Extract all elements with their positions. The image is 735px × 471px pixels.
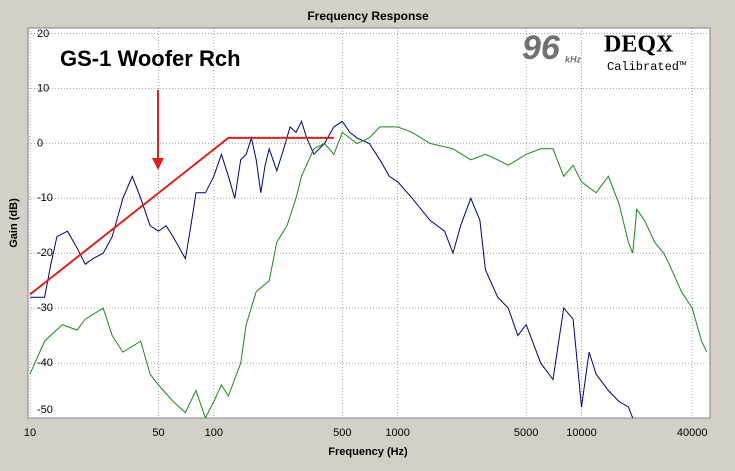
y-tick-label: -50 bbox=[37, 404, 53, 416]
y-tick-label: 10 bbox=[37, 82, 49, 94]
annotation: GS-1 Woofer Rch bbox=[60, 46, 241, 71]
y-tick-label: -40 bbox=[37, 357, 53, 369]
arrow-head bbox=[152, 158, 164, 170]
x-tick-label: 40000 bbox=[677, 427, 708, 439]
plot-area bbox=[27, 27, 711, 419]
logo-unit: kHz bbox=[565, 54, 582, 64]
y-axis-label: Gain (dB) bbox=[8, 198, 20, 248]
series-line bbox=[30, 120, 634, 418]
grid bbox=[28, 28, 710, 419]
x-tick-label: 5000 bbox=[514, 427, 538, 439]
x-tick-label: 100 bbox=[205, 427, 223, 439]
x-axis-label: Frequency (Hz) bbox=[328, 446, 408, 458]
y-tick-label: -30 bbox=[37, 302, 53, 314]
logo-brand: DEQX bbox=[604, 32, 674, 58]
target-line bbox=[29, 136, 334, 296]
chart-title: Frequency Response bbox=[307, 9, 429, 23]
y-tick-label: -10 bbox=[37, 192, 53, 204]
y-tick-label: -20 bbox=[37, 247, 53, 259]
x-tick-label: 1000 bbox=[385, 427, 409, 439]
lines bbox=[29, 120, 708, 418]
x-tick-label: 500 bbox=[333, 427, 351, 439]
x-tick-label: 10 bbox=[24, 427, 36, 439]
logo-rate: 96 bbox=[522, 29, 561, 67]
x-tick-label: 10000 bbox=[566, 427, 597, 439]
logo-tag: Calibrated™ bbox=[607, 60, 686, 74]
y-tick-label: 20 bbox=[37, 28, 49, 40]
series-line bbox=[29, 126, 708, 418]
x-tick-label: 50 bbox=[152, 427, 164, 439]
y-tick-label: 0 bbox=[37, 137, 43, 149]
